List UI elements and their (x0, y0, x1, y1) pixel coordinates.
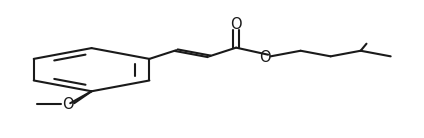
Text: O: O (62, 97, 74, 112)
Text: O: O (259, 50, 271, 65)
Text: O: O (230, 17, 242, 32)
